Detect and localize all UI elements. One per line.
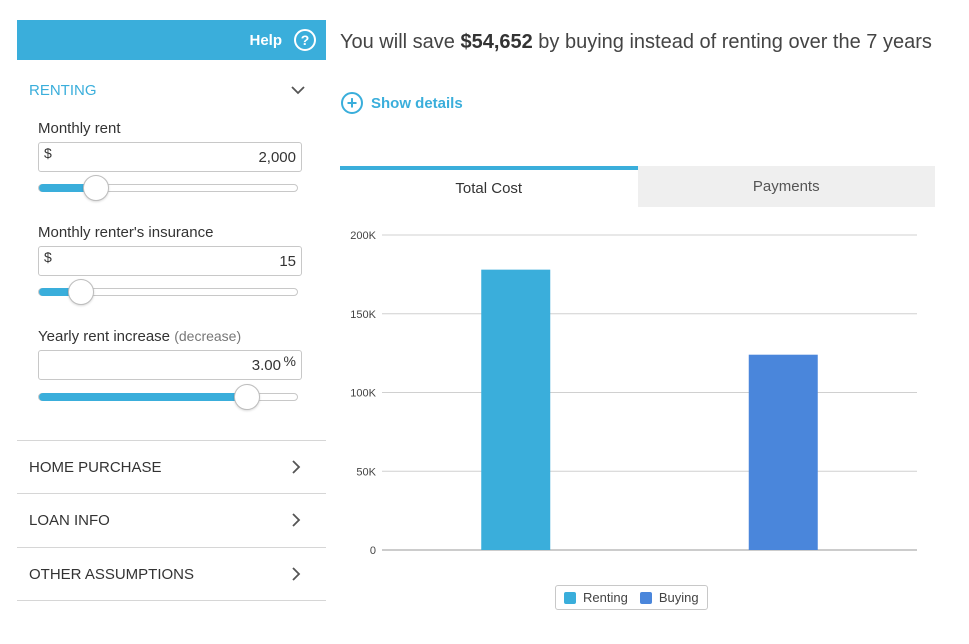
slider-fill [39,393,247,401]
chart-tabs: Total Cost Payments [340,166,935,207]
slider-handle[interactable] [83,175,110,201]
total-cost-chart: 0 50K 100K 150K 200K [350,230,917,557]
y-tick-label: 200K [350,230,376,242]
chevron-right-icon [292,460,301,474]
show-details-link[interactable]: + Show details [341,92,463,114]
tab-total-cost[interactable]: Total Cost [340,166,638,207]
slider-handle[interactable] [67,279,94,305]
rent-increase-input[interactable]: 3.00 % [38,350,302,380]
section-loan-info-label: LOAN INFO [29,511,110,529]
section-other-assumptions[interactable]: OTHER ASSUMPTIONS [17,547,326,600]
plus-circle-icon: + [341,92,363,114]
slider-fill [39,184,97,192]
chevron-right-icon [292,513,301,527]
rent-increase-value: 3.00 [251,357,281,374]
monthly-rent-input[interactable]: $ 2,000 [38,142,302,172]
y-tick-label: 150K [350,309,376,321]
renters-insurance-field: Monthly renter's insurance [38,224,303,241]
currency-prefix: $ [44,249,52,265]
question-icon[interactable]: ? [294,29,316,51]
section-other-assumptions-label: OTHER ASSUMPTIONS [29,565,195,583]
headline-suffix: by buying instead of renting over the 7 … [532,31,932,53]
y-tick-label: 100K [350,388,376,400]
rent-increase-slider[interactable] [38,384,298,410]
savings-amount: $54,652 [460,31,533,53]
monthly-rent-slider[interactable] [38,175,298,201]
savings-headline: You will save $54,652 by buying instead … [340,28,940,56]
renters-insurance-input[interactable]: $ 15 [38,246,302,276]
legend-label-buying: Buying [658,590,699,605]
rent-increase-label-text: Yearly rent increase [38,328,171,345]
rent-increase-label: Yearly rent increase (decrease) [38,328,303,345]
percent-suffix: % [283,353,296,369]
section-home-purchase-label: HOME PURCHASE [29,458,162,476]
renting-header[interactable]: RENTING [17,72,326,108]
legend-swatch-buying [639,591,652,604]
bar-buying[interactable] [748,354,818,550]
bar-renting[interactable] [481,269,551,550]
chart-legend: Renting Buying [555,585,708,610]
chevron-down-icon[interactable] [290,82,306,98]
monthly-rent-value: 2,000 [258,149,296,166]
slider-fill [39,288,81,296]
divider [17,600,326,601]
monthly-rent-field: Monthly rent [38,120,303,137]
renters-insurance-value: 15 [279,253,296,270]
renters-insurance-slider[interactable] [38,279,298,305]
legend-item-buying[interactable]: Buying [639,590,699,605]
monthly-rent-label: Monthly rent [38,120,121,137]
help-bar[interactable]: Help ? [17,20,326,60]
section-loan-info[interactable]: LOAN INFO [17,493,326,546]
legend-label-renting: Renting [583,590,628,605]
renters-insurance-label: Monthly renter's insurance [38,224,214,241]
renting-title: RENTING [29,81,97,99]
slider-handle[interactable] [234,384,260,410]
rent-increase-label-note: (decrease) [174,328,242,344]
legend-swatch-renting [564,591,576,604]
rent-increase-field: Yearly rent increase (decrease) [38,328,303,345]
tab-payments[interactable]: Payments [637,166,935,207]
legend-item-renting[interactable]: Renting [564,590,628,605]
headline-prefix: You will save [340,31,461,53]
y-tick-label: 0 [370,545,376,557]
y-tick-label: 50K [356,466,376,478]
chevron-right-icon [292,567,301,581]
show-details-label: Show details [371,94,463,112]
currency-prefix: $ [44,145,52,161]
help-label: Help [249,31,282,49]
section-home-purchase[interactable]: HOME PURCHASE [17,440,326,493]
renting-section: RENTING [17,72,326,108]
